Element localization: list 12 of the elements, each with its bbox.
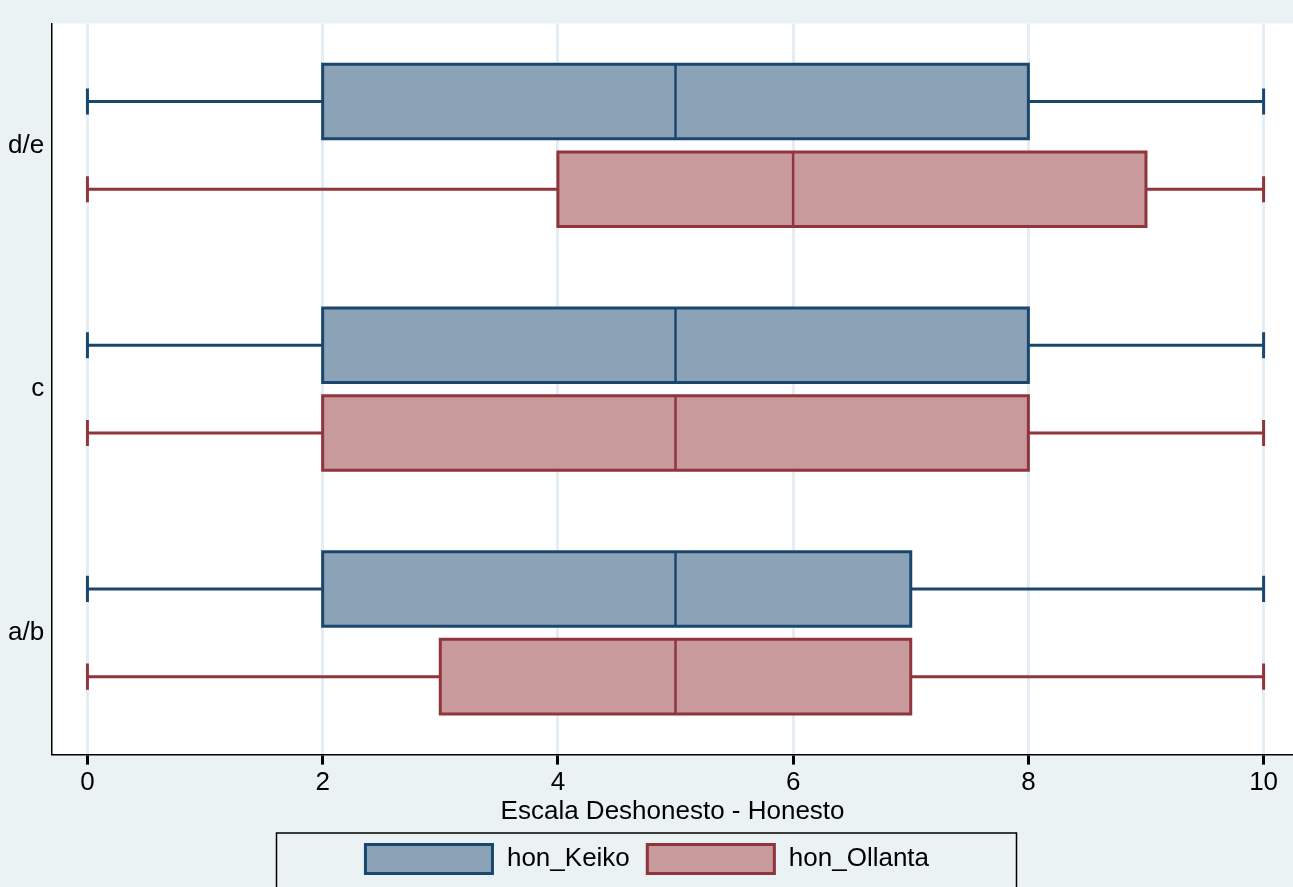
y-tick-label: c xyxy=(31,372,45,403)
x-tick-label: 6 xyxy=(785,766,801,797)
x-tick-label: 0 xyxy=(80,766,95,797)
x-axis-title: Escala Deshonesto - Honesto xyxy=(500,794,845,825)
x-tick-label: 4 xyxy=(550,766,566,797)
legend-label: hon_Ollanta xyxy=(788,842,930,873)
x-tick-label: 8 xyxy=(1021,766,1036,797)
x-tick-label: 2 xyxy=(315,766,330,797)
y-tick-label: a/b xyxy=(7,615,45,646)
y-tick-label: d/e xyxy=(7,128,45,159)
x-tick-label: 10 xyxy=(1249,766,1279,797)
legend-label: hon_Keiko xyxy=(506,842,630,873)
